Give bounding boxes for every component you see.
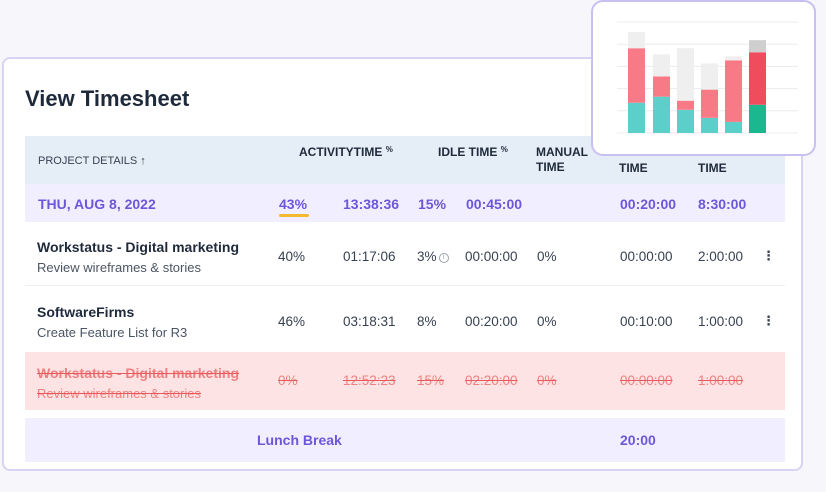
lunch-label: Lunch Break xyxy=(257,432,342,448)
col7-value: 00:10:00 xyxy=(620,314,673,329)
more-options-icon[interactable]: ⋮ xyxy=(762,313,775,328)
col8-time-header: TIME xyxy=(698,161,727,175)
lunch-time: 20:00 xyxy=(620,432,656,448)
col8-value: 2:00:00 xyxy=(698,249,744,264)
project-name: Workstatus - Digital marketing xyxy=(37,239,240,255)
time-value: 12:52:23 xyxy=(343,373,396,388)
date-activity: 43% xyxy=(279,196,308,212)
lunch-break-row: Lunch Break 20:00 xyxy=(25,418,785,462)
activity-value: 46% xyxy=(278,314,306,329)
idle-time-value: 00:00:00 xyxy=(465,249,518,264)
col7-value: 00:00:00 xyxy=(620,249,673,264)
chart-bar-segment xyxy=(628,102,645,133)
date-col7: 00:20:00 xyxy=(620,196,677,212)
idle-pct-value: 8% xyxy=(417,314,437,329)
table-header: PROJECT DETAILS ↑ ACTIVITYTIME % IDLE TI… xyxy=(25,136,785,184)
idle-pct-value: 15% xyxy=(417,373,445,388)
project-name: SoftwareFirms xyxy=(37,304,135,320)
project-name: Workstatus - Digital marketing xyxy=(37,365,240,381)
idle-pct-value: 3% i xyxy=(417,249,449,264)
date-time: 13:38:36 xyxy=(343,196,400,212)
chart-bar-segment xyxy=(653,76,670,97)
chart-bar-segment xyxy=(653,96,670,133)
chart-bar-segment xyxy=(628,32,645,49)
sort-arrow-icon[interactable]: ↑ xyxy=(140,155,146,167)
col7-time-header: TIME xyxy=(619,161,648,175)
chart-bar-segment xyxy=(677,48,694,101)
date-idle-pct: 15% xyxy=(418,196,447,212)
manual-pct-value: 0% xyxy=(537,249,557,264)
more-options-icon[interactable]: ⋮ xyxy=(762,248,775,263)
chart-bar-segment xyxy=(701,117,718,133)
chart-bar-segment xyxy=(749,40,766,53)
col7-value: 00:00:00 xyxy=(620,373,673,388)
activity-value: 40% xyxy=(278,249,306,264)
chart-bar-segment xyxy=(653,54,670,77)
table-row[interactable]: Workstatus - Digital marketing Review wi… xyxy=(25,222,785,286)
chart-bar-segment xyxy=(701,63,718,90)
manual-time-header: MANUAL TIME xyxy=(536,145,588,174)
task-name: Review wireframes & stories xyxy=(37,386,201,401)
col8-value: 1:00:00 xyxy=(698,373,744,388)
col8-value: 1:00:00 xyxy=(698,314,744,329)
time-value: 01:17:06 xyxy=(343,249,396,264)
chart-bar-segment xyxy=(749,104,766,133)
chart-bar-segment xyxy=(701,89,718,118)
table-row[interactable]: SoftwareFirms Create Feature List for R3… xyxy=(25,287,785,351)
page-title: View Timesheet xyxy=(25,86,190,111)
idle-time-header: IDLE TIME % xyxy=(438,145,508,159)
idle-time-value: 02:20:00 xyxy=(465,373,518,388)
date-idle-time: 00:45:00 xyxy=(466,196,523,212)
task-name: Create Feature List for R3 xyxy=(37,325,188,340)
date-col8: 8:30:00 xyxy=(698,196,747,212)
activity-chart-card xyxy=(591,0,816,156)
manual-pct-value: 0% xyxy=(537,314,557,329)
table-row-deleted[interactable]: Workstatus - Digital marketing Review wi… xyxy=(25,352,785,410)
chart-bar-segment xyxy=(749,52,766,105)
date-label: THU, AUG 8, 2022 xyxy=(38,196,156,212)
project-details-header[interactable]: PROJECT DETAILS ↑ xyxy=(38,155,146,167)
time-value: 03:18:31 xyxy=(343,314,396,329)
info-icon[interactable]: i xyxy=(438,253,449,263)
chart-bar-segment xyxy=(725,56,742,61)
chart-bar-segment xyxy=(725,60,742,122)
activity-value: 0% xyxy=(278,373,298,388)
activity-header: ACTIVITYTIME % xyxy=(299,145,393,159)
chart-bar-segment xyxy=(677,100,694,110)
manual-pct-value: 0% xyxy=(537,373,557,388)
chart-bar-segment xyxy=(725,121,742,133)
chart-bar-segment xyxy=(628,48,645,103)
task-name: Review wireframes & stories xyxy=(37,260,201,275)
date-summary-row: THU, AUG 8, 2022 43% 13:38:36 15% 00:45:… xyxy=(25,184,785,222)
stacked-bar-chart xyxy=(617,21,798,134)
chart-bar-segment xyxy=(677,109,694,133)
activity-underline xyxy=(279,214,309,217)
idle-time-value: 00:20:00 xyxy=(465,314,518,329)
